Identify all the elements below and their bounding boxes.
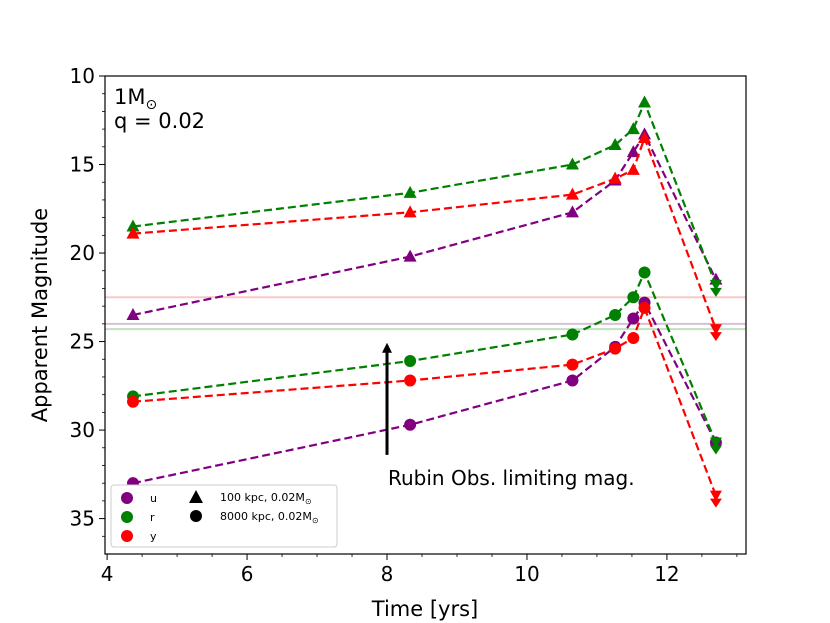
data-point <box>609 309 622 321</box>
legend-triangle-marker <box>189 490 203 503</box>
x-tick-label: 8 <box>381 562 394 586</box>
legend-r-marker <box>121 511 133 523</box>
series-line-1 <box>132 99 717 286</box>
upper-limit-arrow <box>709 287 722 297</box>
data-point <box>403 205 417 218</box>
data-point <box>626 145 640 158</box>
data-point <box>126 219 140 232</box>
data-point-upper-limit <box>709 279 722 291</box>
y-tick-label: 15 <box>70 153 95 177</box>
mass-annotation: 1M⊙ q = 0.02 <box>114 85 205 133</box>
mass-text: 1M <box>114 85 145 109</box>
data-point <box>126 395 139 408</box>
legend-u-label: u <box>150 492 157 505</box>
y-tick-label: 30 <box>70 418 95 442</box>
y-tick-label: 10 <box>70 64 95 88</box>
data-point <box>626 162 640 175</box>
data-point <box>608 171 622 184</box>
data-point <box>404 355 417 368</box>
legend-u-marker <box>121 492 133 504</box>
legend-8000kpc-label: 8000 kpc, 0.02M <box>220 510 312 523</box>
x-axis-label: Time [yrs] <box>371 597 478 621</box>
data-point <box>627 291 640 304</box>
data-series <box>126 95 723 508</box>
data-point <box>638 266 651 279</box>
data-point-upper-limit <box>709 324 722 336</box>
series-line-0 <box>132 132 717 317</box>
data-point <box>404 374 417 387</box>
x-tick-label: 6 <box>241 562 254 586</box>
data-point <box>566 358 579 371</box>
legend-100kpc-sun: ⊙ <box>305 497 312 506</box>
legend-100kpc-label: 100 kpc, 0.02M <box>220 491 305 504</box>
x-axis-ticks: 4 6 8 10 12 <box>101 554 738 586</box>
data-point <box>403 249 417 262</box>
data-point <box>608 138 622 151</box>
data-point <box>565 157 579 170</box>
x-tick-label: 10 <box>514 562 539 586</box>
data-point <box>638 95 652 108</box>
upper-limit-arrow <box>709 498 722 508</box>
data-point <box>627 332 640 345</box>
data-point <box>627 312 640 325</box>
data-point <box>626 122 640 135</box>
svg-text:100 kpc, 0.02M⊙: 100 kpc, 0.02M⊙ <box>220 491 312 506</box>
x-tick-label: 12 <box>654 562 679 586</box>
svg-text:8000 kpc, 0.02M⊙: 8000 kpc, 0.02M⊙ <box>220 510 319 525</box>
data-point <box>404 418 417 431</box>
upper-limit-arrow <box>709 445 722 455</box>
data-point <box>566 328 579 341</box>
data-point <box>565 205 579 218</box>
y-tick-label: 20 <box>70 241 95 265</box>
legend-r-label: r <box>150 511 155 524</box>
legend-y-label: y <box>150 530 157 543</box>
legend: u r y 100 kpc, 0.02M⊙ 8000 kpc, 0.02M⊙ <box>110 484 338 548</box>
data-point-upper-limit <box>709 490 722 502</box>
y-tick-label: 35 <box>70 507 95 531</box>
data-point <box>126 308 140 320</box>
legend-circle-marker <box>190 510 202 522</box>
x-tick-label: 4 <box>101 562 114 586</box>
mass-ratio-text: q = 0.02 <box>114 109 205 133</box>
legend-box <box>110 484 338 548</box>
legend-y-marker <box>121 530 133 542</box>
y-tick-label: 25 <box>70 330 95 354</box>
plot-frame <box>104 75 747 555</box>
data-point-upper-limit <box>709 437 722 449</box>
data-point <box>565 187 579 200</box>
data-point <box>403 185 417 198</box>
data-point <box>566 374 579 387</box>
upper-limit-arrow <box>709 332 722 342</box>
mass-sun-symbol: ⊙ <box>145 97 157 113</box>
data-point <box>609 342 622 355</box>
data-point <box>638 301 651 314</box>
y-axis-label: Apparent Magnitude <box>28 208 52 422</box>
data-point <box>126 226 140 239</box>
data-point <box>638 130 652 143</box>
svg-text:1M⊙: 1M⊙ <box>114 85 157 113</box>
legend-8000kpc-sun: ⊙ <box>312 516 319 525</box>
y-axis-ticks: 10 15 20 25 30 35 <box>70 64 105 537</box>
arrow-label: Rubin Obs. limiting mag. <box>388 466 635 490</box>
